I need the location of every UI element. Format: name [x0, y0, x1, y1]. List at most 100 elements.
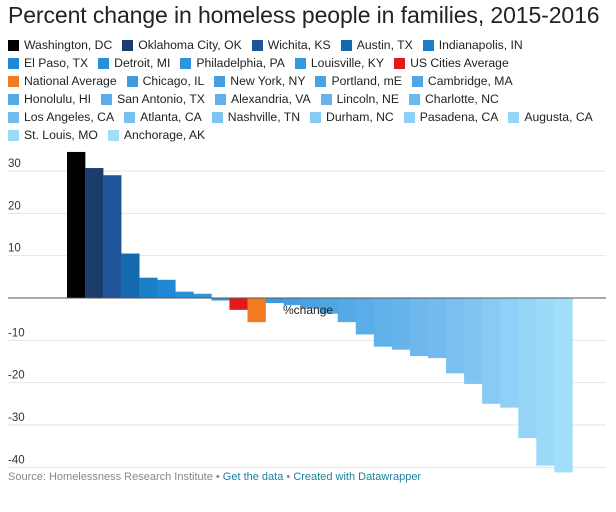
- bar: [536, 298, 555, 466]
- legend-item: Washington, DC: [8, 36, 112, 54]
- legend-label: Anchorage, AK: [123, 128, 206, 142]
- legend-label: Chicago, IL: [142, 74, 205, 88]
- bar: [121, 253, 140, 298]
- y-tick-label: 20: [8, 200, 21, 212]
- bar: [157, 279, 176, 298]
- source-text: Source: Homelessness Research Institute: [8, 471, 213, 483]
- legend-label: Louisville, KY: [310, 56, 385, 70]
- legend-swatch: [411, 75, 423, 87]
- bar: [247, 298, 266, 323]
- legend-swatch: [408, 93, 420, 105]
- legend-swatch: [294, 57, 306, 69]
- bar: [554, 298, 573, 473]
- legend-swatch: [8, 93, 19, 105]
- legend-swatch: [315, 75, 327, 87]
- legend-item: Philadelphia, PA: [180, 54, 285, 72]
- legend-swatch: [98, 57, 110, 69]
- legend-item: Cambridge, MA: [411, 72, 513, 90]
- y-tick-label: -40: [8, 454, 25, 466]
- legend-swatch: [251, 39, 263, 51]
- chart-legend: Washington, DC Oklahoma City, OK Wichita, …: [8, 36, 614, 144]
- legend-label: Portland, mE: [331, 74, 402, 88]
- legend-item: Charlotte, NC: [408, 90, 499, 108]
- legend-item: San Antonio, TX: [101, 90, 205, 108]
- legend-item: Atlanta, CA: [124, 108, 202, 126]
- bar: [139, 277, 158, 298]
- legend-item: Alexandria, VA: [214, 90, 311, 108]
- legend-label: Cambridge, MA: [427, 74, 513, 88]
- bar: [193, 293, 212, 298]
- legend-swatch: [320, 93, 332, 105]
- bar: [373, 298, 393, 347]
- legend-label: Pasadena, CA: [419, 110, 499, 124]
- legend-label: Alexandria, VA: [230, 92, 311, 106]
- datawrapper-link[interactable]: Created with Datawrapper: [293, 471, 422, 483]
- bar: [283, 298, 302, 306]
- legend-item: El Paso, TX: [8, 54, 88, 72]
- legend-swatch: [8, 75, 19, 87]
- legend-item: Oklahoma City, OK: [122, 36, 242, 54]
- y-tick-label: 30: [8, 158, 21, 170]
- legend-item: St. Louis, MO: [8, 126, 98, 144]
- legend-label: Durham, NC: [326, 110, 394, 124]
- legend-swatch: [107, 129, 119, 141]
- get-data-link[interactable]: Get the data: [222, 471, 284, 483]
- legend-label: Nashville, TN: [227, 110, 301, 124]
- legend-item: Augusta, CA: [508, 108, 593, 126]
- legend-label: Austin, TX: [356, 38, 413, 52]
- legend-item: Durham, NC: [310, 108, 394, 126]
- legend-swatch: [211, 111, 223, 123]
- legend-item: Louisville, KY: [294, 54, 385, 72]
- bar: [409, 298, 429, 356]
- legend-swatch: [101, 93, 113, 105]
- bar: [301, 298, 320, 309]
- bar: [67, 151, 86, 298]
- legend-item: US Cities Average: [394, 54, 509, 72]
- legend-swatch: [124, 111, 136, 123]
- legend-swatch: [8, 129, 19, 141]
- legend-item: Detroit, MI: [98, 54, 170, 72]
- legend-swatch: [403, 111, 415, 123]
- footer-separator: •: [283, 471, 294, 483]
- legend-label: New York, NY: [230, 74, 306, 88]
- legend-label: Philadelphia, PA: [196, 56, 285, 70]
- legend-label: Atlanta, CA: [140, 110, 202, 124]
- legend-label: Oklahoma City, OK: [138, 38, 242, 52]
- legend-item: Nashville, TN: [211, 108, 301, 126]
- legend-swatch: [422, 39, 434, 51]
- y-tick-label: -10: [8, 327, 25, 339]
- bar: [464, 298, 483, 384]
- axis-label: %change: [283, 303, 333, 317]
- footer-separator: •: [212, 471, 223, 483]
- bar: [337, 298, 357, 323]
- bar: [85, 168, 104, 298]
- bar: [175, 291, 194, 298]
- legend-swatch: [394, 57, 406, 69]
- legend-label: Augusta, CA: [524, 110, 593, 124]
- legend-item: Pasadena, CA: [403, 108, 499, 126]
- legend-item: Wichita, KS: [251, 36, 331, 54]
- legend-swatch: [126, 75, 138, 87]
- bar: [319, 298, 339, 314]
- legend-item: Anchorage, AK: [107, 126, 206, 144]
- legend-label: Wichita, KS: [267, 38, 331, 52]
- bar: [229, 298, 248, 310]
- legend-item: Portland, mE: [315, 72, 402, 90]
- bar: [500, 298, 519, 408]
- legend-item: Lincoln, NE: [320, 90, 399, 108]
- legend-swatch: [214, 75, 226, 87]
- bar: [446, 298, 465, 374]
- bar: [391, 298, 411, 350]
- bar: [103, 175, 122, 298]
- y-tick-label: -30: [8, 412, 25, 424]
- y-tick-label: -20: [8, 370, 25, 382]
- legend-swatch: [8, 111, 19, 123]
- legend-label: San Antonio, TX: [117, 92, 205, 106]
- bar: [265, 298, 284, 304]
- legend-label: US Cities Average: [410, 56, 509, 70]
- legend-label: Los Angeles, CA: [24, 110, 115, 124]
- legend-label: Charlotte, NC: [424, 92, 499, 106]
- legend-item: New York, NY: [214, 72, 305, 90]
- legend-swatch: [8, 39, 19, 51]
